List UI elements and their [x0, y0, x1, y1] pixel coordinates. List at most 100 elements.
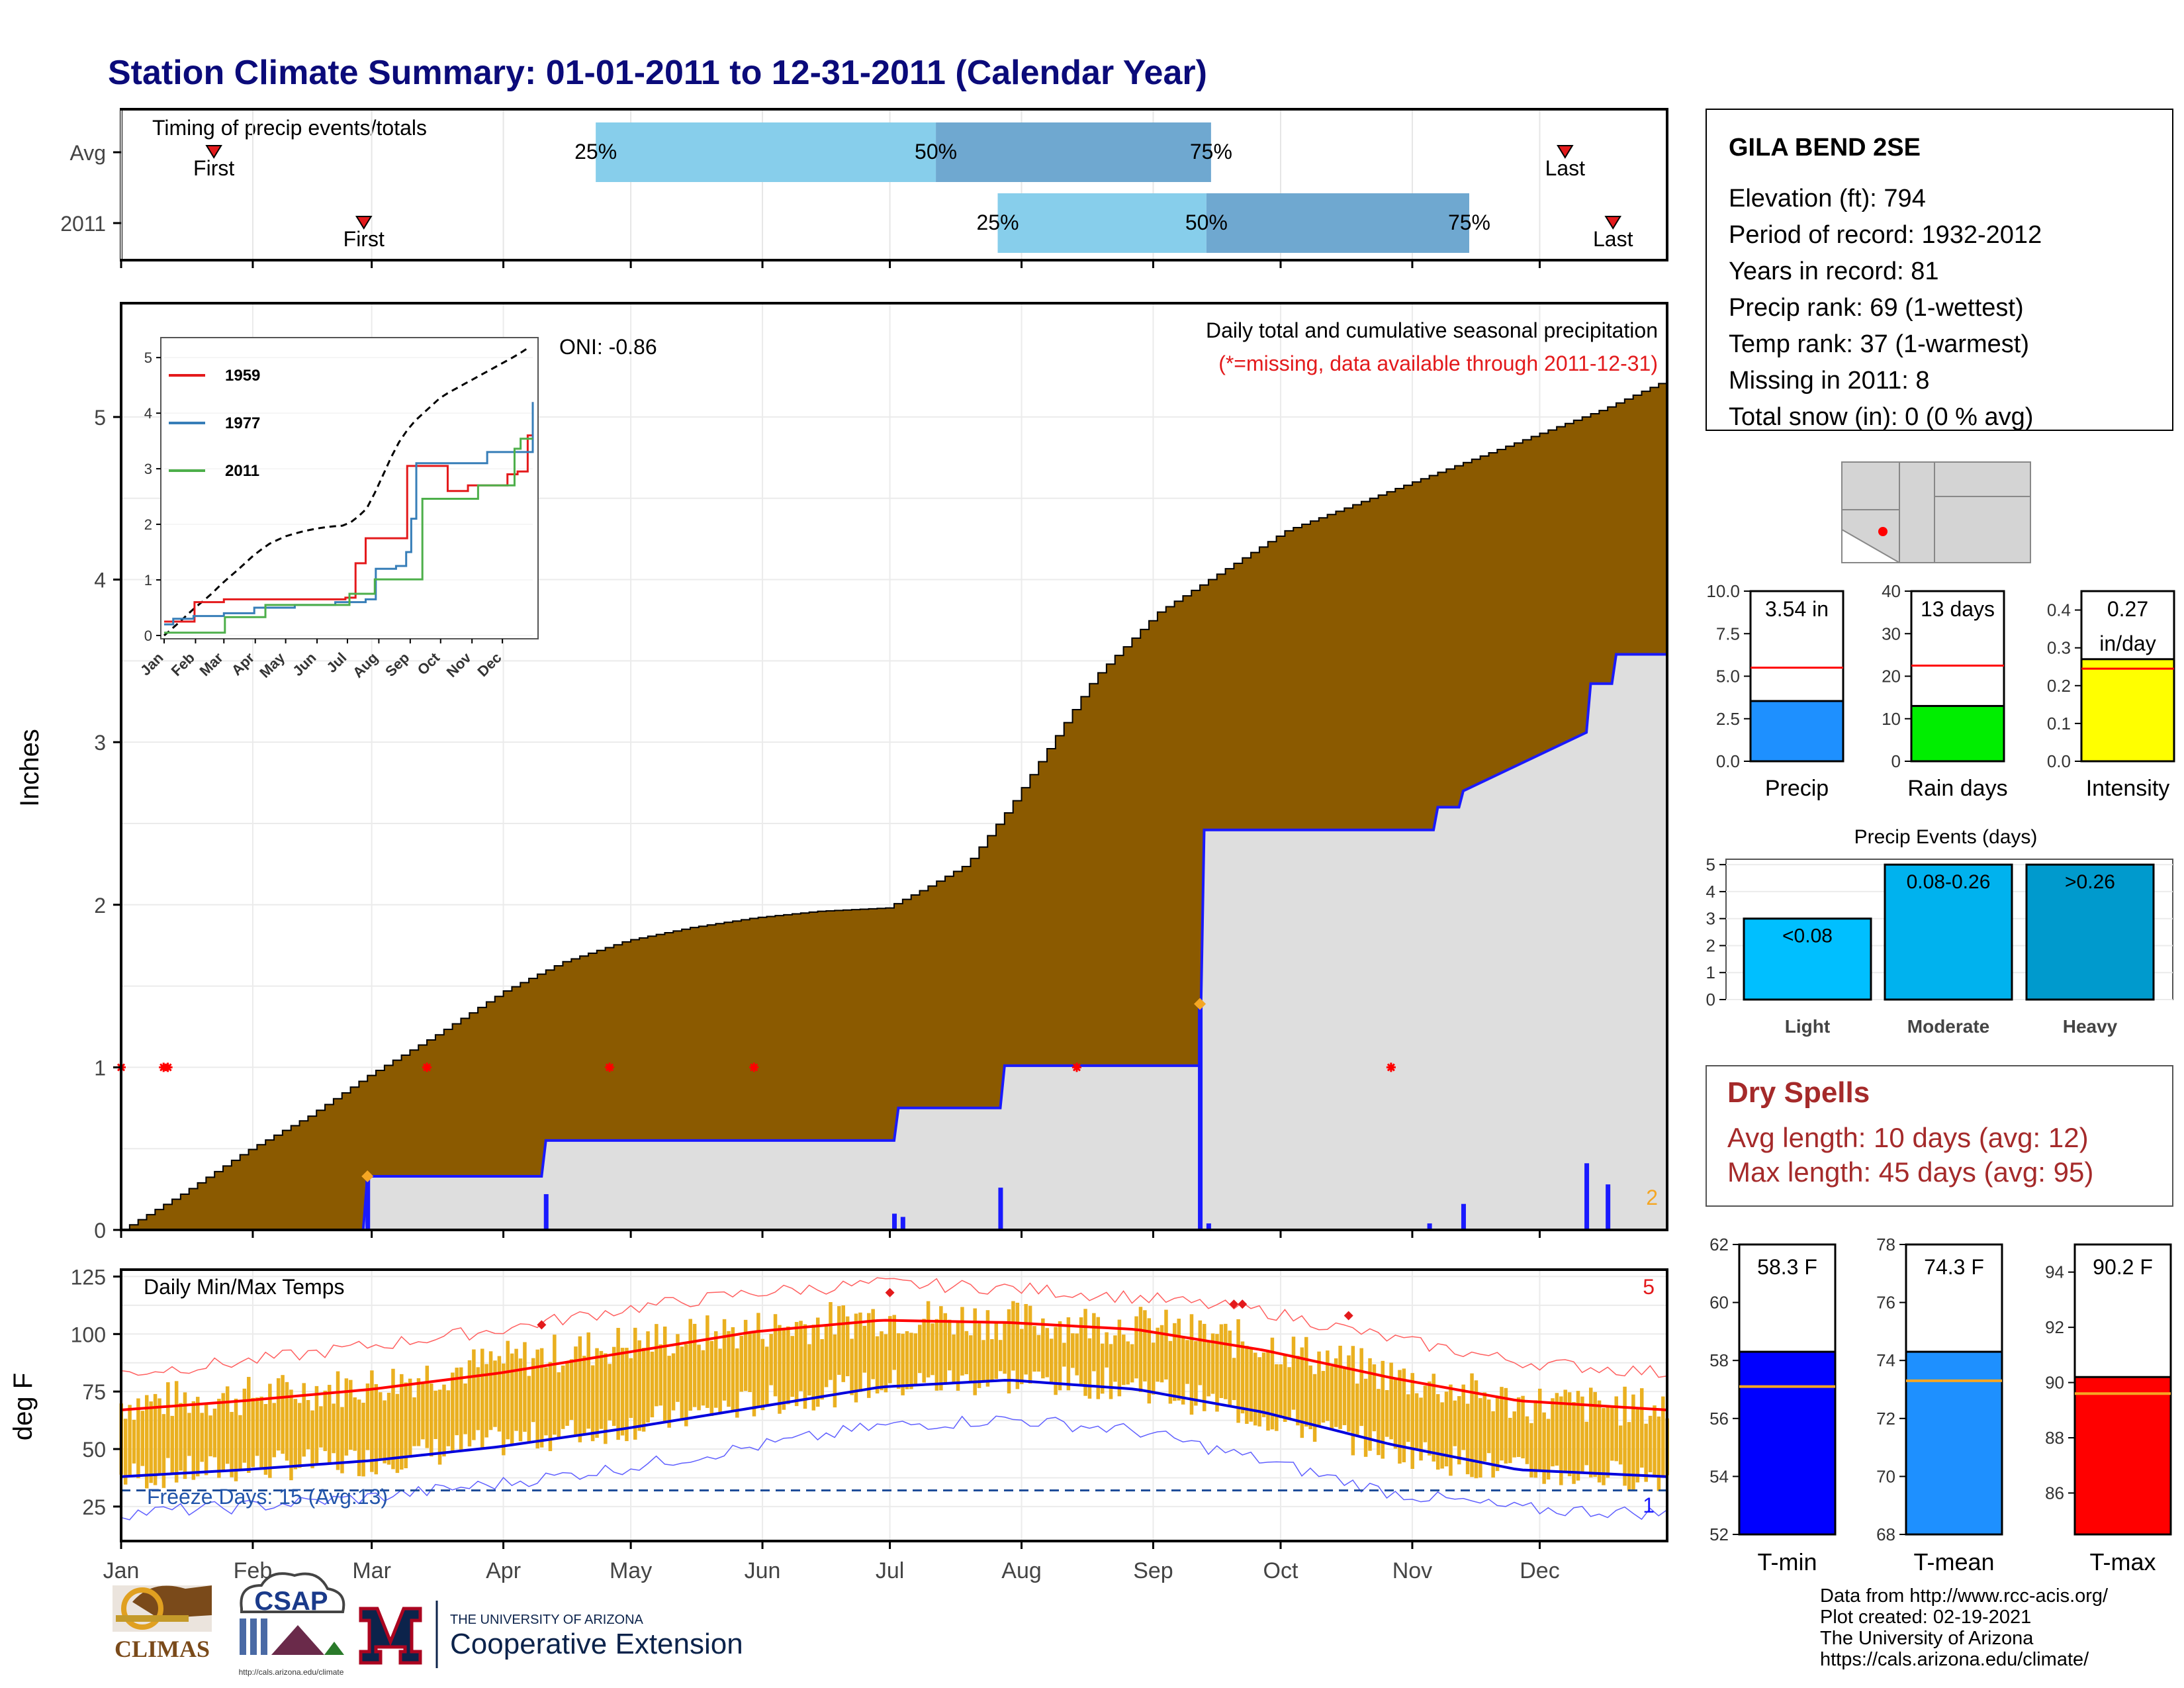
timing-last-label: Last — [1593, 227, 1633, 251]
event-bar — [2025, 863, 2155, 1001]
summary-bar-label: Intensity — [2086, 776, 2170, 801]
daily-temp-bar — [523, 1342, 527, 1432]
daily-temp-bar — [400, 1374, 404, 1470]
ua-big-text: Cooperative Extension — [450, 1628, 743, 1660]
daily-temp-bar — [349, 1380, 353, 1450]
daily-temp-bar — [1521, 1395, 1525, 1459]
daily-temp-bar — [1644, 1423, 1648, 1482]
daily-temp-bar — [234, 1398, 238, 1481]
daily-temp-bar — [833, 1334, 837, 1408]
daily-temp-bar — [1512, 1411, 1516, 1458]
precip-y-tick-label: 0 — [94, 1219, 106, 1243]
locator-map — [1841, 461, 2031, 563]
daily-temp-bar — [952, 1335, 956, 1382]
daily-temp-bar — [263, 1403, 268, 1475]
record-high-marker — [885, 1288, 895, 1297]
daily-temp-bar — [1567, 1392, 1572, 1477]
daily-temp-bar — [1321, 1371, 1326, 1423]
record-min-line — [120, 1415, 1668, 1521]
daily-temp-bar — [1334, 1358, 1338, 1427]
daily-temp-bar — [756, 1313, 760, 1408]
daily-temp-bar — [208, 1415, 212, 1456]
daily-temp-bar — [1270, 1337, 1275, 1430]
daily-temp-bar — [731, 1327, 735, 1411]
daily-temp-bar — [518, 1358, 523, 1442]
daily-temp-bar — [1449, 1384, 1453, 1476]
daily-temp-bar — [926, 1301, 931, 1378]
daily-temp-bar — [408, 1378, 412, 1458]
daily-temp-bar — [709, 1340, 714, 1417]
daily-temp-bar — [467, 1360, 472, 1447]
daily-temp-bar — [1551, 1398, 1555, 1467]
record-high-marker — [1343, 1311, 1353, 1321]
daily-temp-bar — [612, 1346, 616, 1427]
daily-temp-bar — [1036, 1335, 1041, 1372]
daily-temp-bar — [1355, 1383, 1359, 1436]
summary-bar-tick-label: 10 — [1882, 709, 1901, 729]
precip-corner-count: 2 — [1646, 1186, 1658, 1209]
daily-temp-bar — [684, 1344, 688, 1427]
timing-bar-lower — [997, 193, 1206, 253]
daily-temp-bar — [650, 1351, 655, 1418]
events-tick-label: 4 — [1706, 882, 1715, 902]
daily-temp-bar — [1312, 1374, 1317, 1442]
daily-temp-bar — [285, 1382, 289, 1461]
daily-temp-bar — [960, 1307, 964, 1376]
daily-temp-bar — [875, 1336, 880, 1394]
events-tick-label: 5 — [1706, 855, 1715, 874]
inset-y-tick-label: 2 — [144, 516, 152, 533]
daily-precip-bar — [1584, 1163, 1590, 1230]
daily-temp-bar — [794, 1322, 799, 1407]
summary-bar-tick-label: 0.3 — [2047, 638, 2071, 658]
daily-temp-bar — [1563, 1389, 1567, 1474]
timing-75-label: 75% — [1190, 140, 1232, 164]
daily-temp-bar — [713, 1331, 718, 1408]
daily-temp-bar — [1428, 1381, 1432, 1456]
daily-temp-bar — [1432, 1374, 1436, 1462]
daily-temp-bar — [221, 1393, 226, 1472]
daily-temp-bar — [1537, 1388, 1542, 1471]
events-tick-label: 1 — [1706, 962, 1715, 982]
precip-y-tick-label: 4 — [94, 569, 106, 592]
precip-y-tick-label: 1 — [94, 1056, 106, 1080]
daily-temp-bar — [778, 1325, 782, 1414]
daily-temp-bar — [212, 1408, 217, 1458]
daily-temp-bar — [939, 1306, 943, 1391]
daily-temp-bar — [514, 1348, 518, 1431]
record-day-marker — [1194, 998, 1206, 1010]
daily-temp-bar — [931, 1323, 934, 1376]
csap-logo: CSAP http://cals.arizona.edu/climate — [239, 1572, 345, 1677]
daily-temp-bar — [323, 1390, 328, 1452]
daily-temp-bar — [764, 1346, 769, 1406]
daily-temp-bar — [1338, 1345, 1342, 1429]
daily-temp-bar — [395, 1393, 400, 1474]
temp-bar-tick-label: 74 — [1876, 1350, 1895, 1370]
daily-temp-bar — [1126, 1341, 1130, 1385]
record-high-marker — [1238, 1299, 1248, 1309]
daily-temp-bar — [217, 1399, 221, 1478]
daily-temp-bar — [743, 1319, 748, 1391]
daily-precip-bar — [1206, 1223, 1211, 1230]
daily-temp-bar — [1168, 1340, 1173, 1404]
temp-y-label: deg F — [9, 1373, 38, 1440]
temp-bar-tick-label: 58 — [1709, 1350, 1729, 1370]
daily-temp-bar — [1435, 1394, 1440, 1470]
precip-subtitle: Daily total and cumulative seasonal prec… — [1206, 318, 1658, 342]
daily-temp-bar — [553, 1335, 557, 1435]
daily-temp-bar — [850, 1338, 854, 1395]
dry-spells-title: Dry Spells — [1727, 1076, 1870, 1109]
temp-bar-value — [1905, 1350, 2003, 1536]
daily-temp-bar — [909, 1333, 913, 1389]
daily-temp-bar — [1618, 1425, 1623, 1465]
daily-temp-bar — [510, 1353, 514, 1444]
daily-temp-bar — [667, 1356, 671, 1428]
footer-line: The University of Arizona — [1820, 1628, 2034, 1649]
daily-temp-bar — [387, 1392, 391, 1465]
daily-temp-bar — [374, 1383, 379, 1475]
daily-temp-bar — [149, 1401, 153, 1483]
summary-bar-chart: 3.54 in 0.0 2.5 5.0 7.5 10.0 Precip — [1706, 581, 1844, 801]
daily-temp-bar — [1240, 1341, 1245, 1414]
daily-temp-bar — [769, 1334, 773, 1385]
temp-bar-value — [2073, 1376, 2172, 1536]
